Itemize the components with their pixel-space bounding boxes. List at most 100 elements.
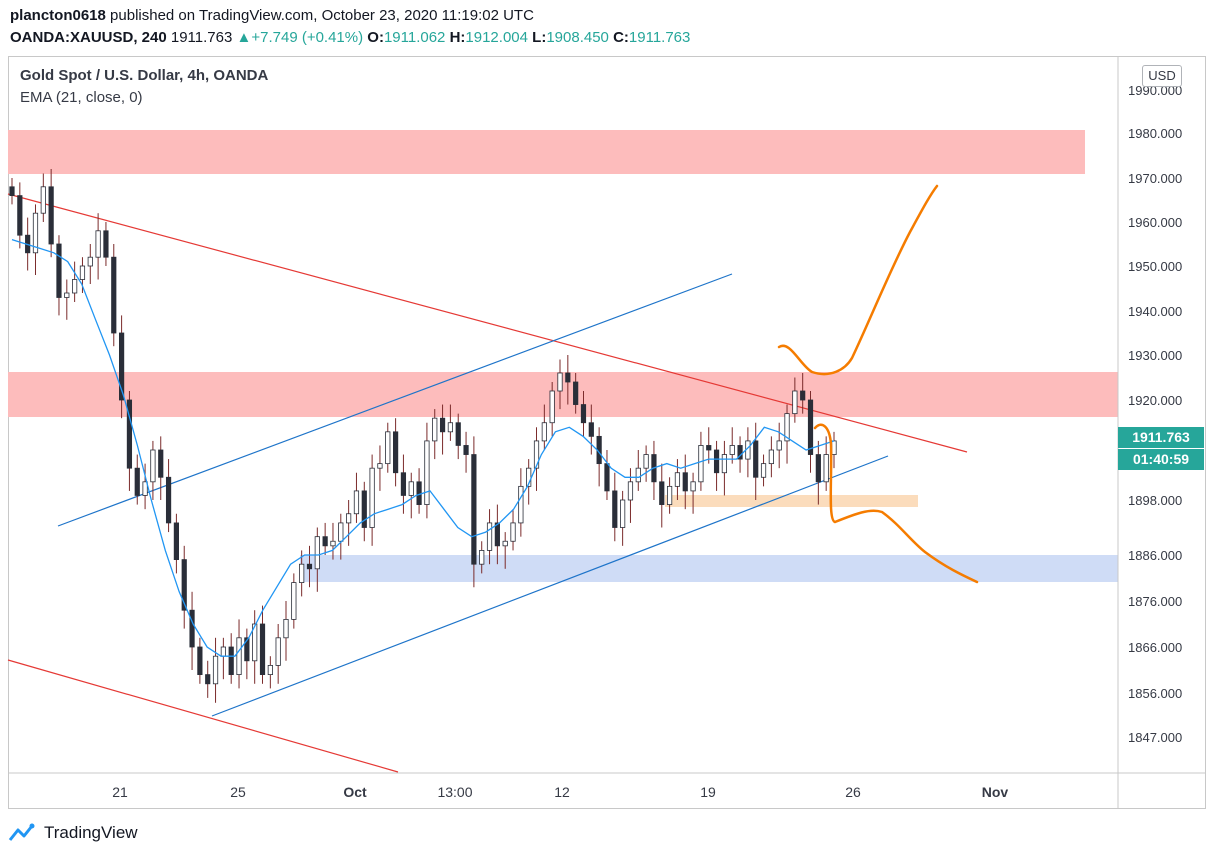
y-tick-label: 1970.000 bbox=[1128, 171, 1182, 186]
candle-up bbox=[377, 463, 383, 469]
candle-up bbox=[635, 467, 641, 483]
candle-down bbox=[463, 445, 469, 455]
high-value: 1912.004 bbox=[465, 29, 528, 46]
candle-up bbox=[667, 485, 673, 505]
candle-down bbox=[197, 646, 203, 676]
candle-down bbox=[9, 186, 15, 197]
candle-up bbox=[627, 481, 634, 501]
x-tick-label: 21 bbox=[112, 784, 128, 800]
minor-support-zone[interactable] bbox=[665, 495, 918, 507]
candle-down bbox=[455, 422, 461, 446]
candle-up bbox=[330, 540, 336, 547]
chart-legend-title: Gold Spot / U.S. Dollar, 4h, OANDA bbox=[20, 67, 269, 84]
candle-down bbox=[807, 399, 814, 455]
countdown-tag: 01:40:59 bbox=[1133, 451, 1189, 467]
x-tick-label: Oct bbox=[343, 784, 367, 800]
candle-up bbox=[212, 655, 219, 685]
candle-down bbox=[815, 454, 821, 483]
candle-up bbox=[369, 467, 375, 528]
open-label: O: bbox=[367, 29, 384, 46]
tradingview-logo-icon bbox=[8, 823, 35, 841]
candle-up bbox=[479, 550, 485, 565]
candle-up bbox=[768, 449, 774, 465]
candle-down bbox=[111, 256, 117, 334]
bearish-projection-path[interactable] bbox=[813, 423, 979, 584]
chart-legend-indicator[interactable]: EMA (21, close, 0) bbox=[20, 89, 143, 106]
y-tick-label: 1898.000 bbox=[1128, 493, 1182, 508]
candle-down bbox=[713, 449, 720, 474]
blue-channel-lower[interactable] bbox=[211, 455, 889, 717]
candle-up bbox=[220, 646, 226, 657]
candle-up bbox=[142, 481, 148, 496]
bullish-projection-path[interactable] bbox=[777, 184, 939, 376]
author-name[interactable]: plancton0618 bbox=[10, 7, 106, 24]
currency-button[interactable]: USD bbox=[1142, 65, 1182, 87]
candle-down bbox=[416, 481, 422, 505]
candle-up bbox=[95, 230, 101, 258]
countdown-tag-bg bbox=[1118, 449, 1204, 470]
y-tick-label: 1876.000 bbox=[1128, 594, 1182, 609]
last-price-tag: 1911.763 bbox=[1132, 429, 1190, 445]
candle-down bbox=[259, 623, 266, 675]
candle-up bbox=[557, 372, 563, 392]
candle-down bbox=[48, 186, 54, 245]
candle-down bbox=[737, 445, 743, 460]
low-label: L: bbox=[532, 29, 547, 46]
candle-up bbox=[283, 619, 289, 639]
resistance-zone-main[interactable] bbox=[8, 372, 1118, 417]
resistance-zone-upper[interactable] bbox=[8, 130, 1085, 174]
x-tick-label: 26 bbox=[845, 784, 861, 800]
candle-down bbox=[361, 490, 367, 528]
candle-up bbox=[831, 440, 837, 455]
chart-frame bbox=[8, 56, 1206, 809]
candle-down bbox=[580, 404, 587, 424]
candle-up bbox=[549, 390, 555, 424]
candle-up bbox=[620, 499, 626, 528]
x-tick-label: 19 bbox=[700, 784, 716, 800]
red-trendline-lower[interactable] bbox=[7, 659, 399, 773]
y-tick-label: 1940.000 bbox=[1128, 304, 1182, 319]
candle-down bbox=[126, 399, 133, 469]
candle-down bbox=[753, 440, 759, 478]
candle-up bbox=[291, 582, 297, 620]
candle-up bbox=[432, 417, 438, 442]
tradingview-brand[interactable]: TradingView bbox=[8, 822, 138, 844]
ema-line bbox=[11, 238, 835, 657]
candle-up bbox=[760, 463, 767, 478]
candle-down bbox=[612, 490, 618, 528]
candle-up bbox=[690, 481, 696, 492]
red-trendline-upper[interactable] bbox=[7, 193, 968, 453]
candle-up bbox=[346, 513, 352, 524]
candle-down bbox=[173, 522, 179, 561]
candle-down bbox=[103, 230, 109, 258]
y-tick-label: 1847.000 bbox=[1128, 730, 1182, 745]
x-tick-label: 25 bbox=[230, 784, 246, 800]
candle-down bbox=[573, 381, 579, 405]
y-tick-label: 1960.000 bbox=[1128, 215, 1182, 230]
published-text: published on TradingView.com, October 23… bbox=[110, 7, 534, 24]
candle-up bbox=[275, 637, 281, 666]
up-arrow-icon: ▲ bbox=[236, 29, 252, 46]
candle-down bbox=[604, 463, 610, 492]
candle-up bbox=[518, 485, 524, 524]
candle-up bbox=[823, 454, 829, 483]
y-tick-label: 1920.000 bbox=[1128, 393, 1182, 408]
candle-up bbox=[87, 256, 93, 267]
candle-up bbox=[353, 490, 360, 515]
candle-down bbox=[400, 472, 407, 496]
symbol-ohlc-line: OANDA:XAUUSD, 240 1911.763 ▲+7.749 (+0.4… bbox=[10, 29, 690, 46]
candle-up bbox=[424, 440, 430, 505]
candle-down bbox=[165, 476, 172, 524]
candle-down bbox=[205, 674, 211, 685]
x-tick-label: 12 bbox=[554, 784, 570, 800]
candle-up bbox=[541, 422, 547, 442]
y-tick-label: 1950.000 bbox=[1128, 259, 1182, 274]
y-tick-label: 1980.000 bbox=[1128, 126, 1182, 141]
candle-down bbox=[439, 417, 446, 433]
candle-up bbox=[299, 563, 305, 584]
candle-down bbox=[244, 637, 250, 662]
candle-up bbox=[40, 186, 46, 214]
support-zone[interactable] bbox=[300, 555, 1118, 582]
close-label: C: bbox=[613, 29, 629, 46]
